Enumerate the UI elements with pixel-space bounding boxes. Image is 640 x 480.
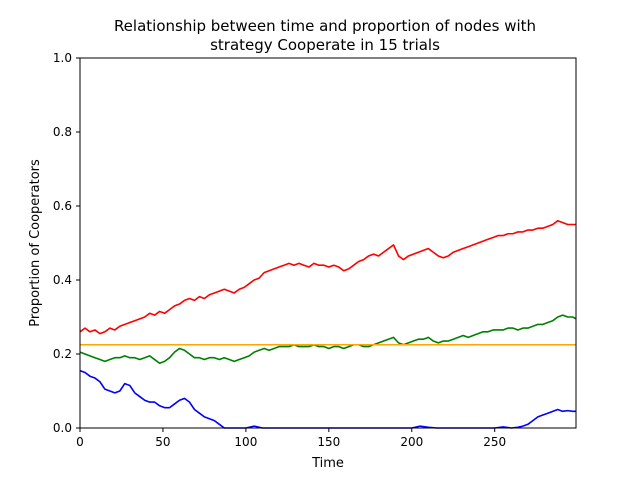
y-tick-label: 0.2 <box>53 347 72 361</box>
y-tick-label: 0.6 <box>53 199 72 213</box>
series-layer <box>79 220 577 429</box>
x-tick-label: 150 <box>317 435 340 449</box>
chart-title-line-1: Relationship between time and proportion… <box>114 17 536 35</box>
x-tick-label: 0 <box>76 435 84 449</box>
ticks-layer: 0 50 100 150 200 250 0.0 0.2 0.4 0.6 0.8 1.0 <box>53 51 506 449</box>
x-tick-label: 200 <box>400 435 423 449</box>
y-axis-label: Proportion of Cooperators <box>28 159 43 327</box>
series-line-1 <box>79 220 576 335</box>
y-tick-label: 0.0 <box>53 421 72 435</box>
series-line-3 <box>79 369 576 429</box>
plot-frame <box>79 57 577 429</box>
series-line-2 <box>79 314 577 365</box>
y-tick-label: 0.4 <box>53 273 72 287</box>
x-axis-label: Time <box>311 456 344 471</box>
y-tick-label: 1.0 <box>53 51 72 65</box>
x-tick-label: 100 <box>234 435 257 449</box>
y-tick-label: 0.8 <box>53 125 72 139</box>
x-tick-label: 50 <box>155 435 170 449</box>
chart-title-line-2: strategy Cooperate in 15 trials <box>210 36 440 54</box>
x-tick-label: 250 <box>483 435 506 449</box>
